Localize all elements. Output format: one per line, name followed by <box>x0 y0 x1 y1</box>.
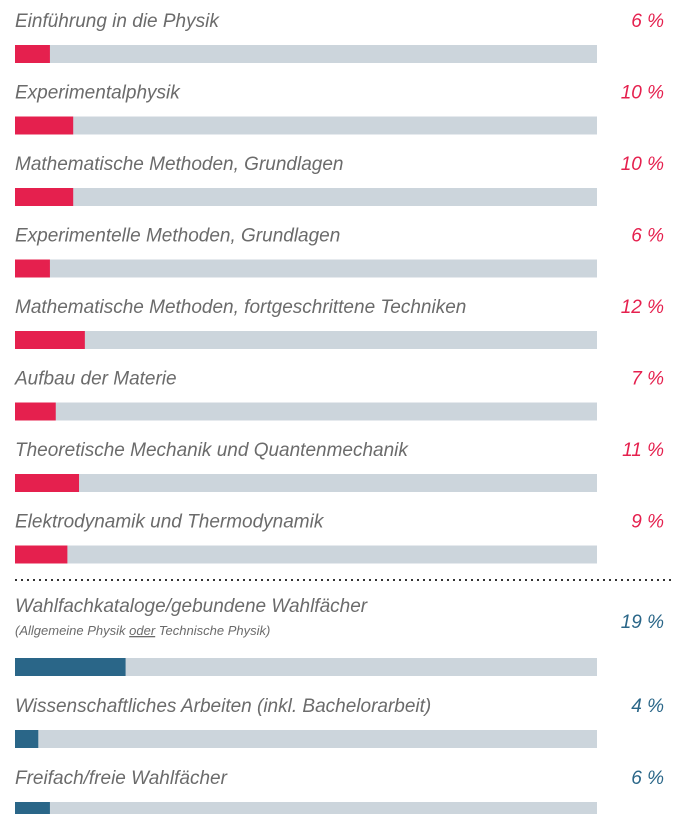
bar <box>15 474 80 492</box>
bar <box>15 331 85 349</box>
bar-track <box>15 188 597 206</box>
bar-track <box>15 402 597 421</box>
value-label: 9 % <box>631 512 664 533</box>
category-label: Theoretische Mechanik und Quantenmechani… <box>15 440 409 461</box>
bar <box>15 802 50 814</box>
bar <box>15 116 74 135</box>
value-label: 19 % <box>621 612 664 633</box>
bar-track <box>15 45 597 63</box>
category-label: Experimentalphysik <box>15 83 181 104</box>
bar <box>15 402 56 421</box>
category-label: Einführung in die Physik <box>15 11 220 32</box>
value-label: 12 % <box>621 297 664 318</box>
bar <box>15 545 68 564</box>
category-label: Wissenschaftliches Arbeiten (inkl. Bache… <box>15 696 431 717</box>
bar-track <box>15 545 597 564</box>
value-label: 11 % <box>622 440 664 461</box>
bar-track <box>15 259 597 278</box>
bar-track <box>15 116 597 135</box>
category-label: Aufbau der Materie <box>14 369 177 390</box>
category-note: (Allgemeine Physik oder Technische Physi… <box>15 623 270 638</box>
category-label: Experimentelle Methoden, Grundlagen <box>15 226 340 247</box>
category-label: Elektrodynamik und Thermodynamik <box>15 512 325 533</box>
bar <box>15 730 39 748</box>
value-label: 10 % <box>621 154 664 175</box>
category-label: Freifach/freie Wahlfächer <box>15 768 228 789</box>
bar-track <box>15 802 597 814</box>
bar-track <box>15 331 597 349</box>
value-label: 7 % <box>631 369 664 390</box>
value-label: 6 % <box>631 226 664 247</box>
bar-track <box>15 474 597 492</box>
note-part: Technische Physik) <box>155 623 270 638</box>
category-label: Mathematische Methoden, fortgeschrittene… <box>15 297 466 318</box>
value-label: 6 % <box>631 768 664 789</box>
value-label: 6 % <box>631 11 664 32</box>
category-label: Mathematische Methoden, Grundlagen <box>15 154 343 175</box>
value-label: 4 % <box>631 696 664 717</box>
bar <box>15 188 74 206</box>
value-label: 10 % <box>621 83 664 104</box>
bar-track <box>15 658 597 676</box>
bar <box>15 45 50 63</box>
category-label: Wahlfachkataloge/gebundene Wahlfächer <box>15 596 368 617</box>
note-part: oder <box>129 623 156 638</box>
bar-track <box>15 730 597 748</box>
note-part: (Allgemeine Physik <box>15 623 129 638</box>
bar <box>15 658 126 676</box>
bar <box>15 259 50 278</box>
